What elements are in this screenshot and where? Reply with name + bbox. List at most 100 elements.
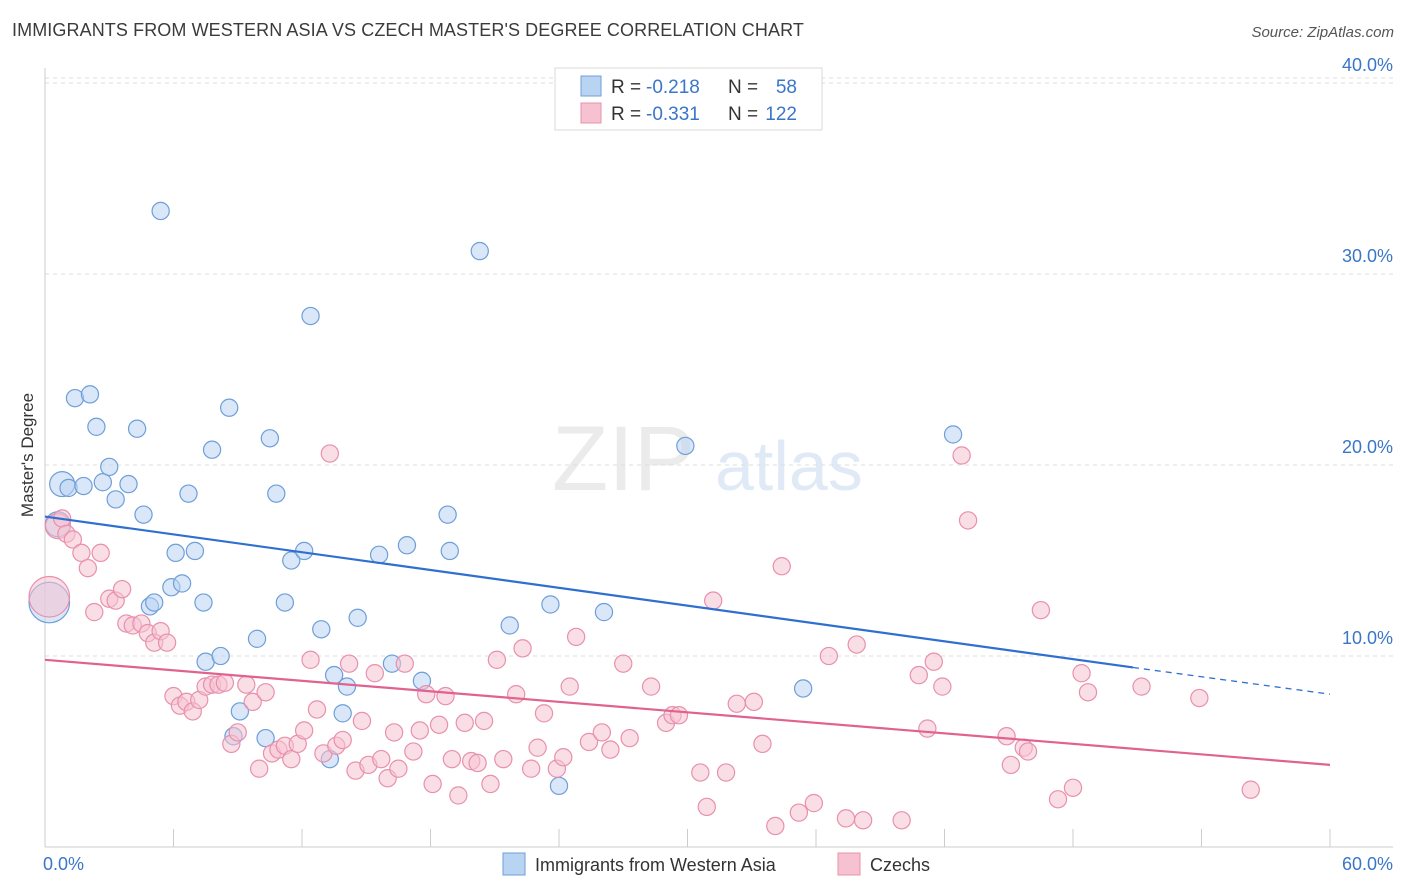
- x-tick-label-max: 60.0%: [1342, 854, 1393, 874]
- point-czechs: [301, 650, 320, 669]
- point-czechs: [819, 646, 839, 666]
- point-czechs: [474, 711, 494, 731]
- legend-n-label-2: N =: [728, 104, 758, 125]
- point-czechs: [249, 759, 269, 778]
- point-western-asia: [194, 593, 213, 612]
- point-western-asia: [301, 306, 320, 326]
- point-czechs: [853, 811, 873, 830]
- point-czechs: [78, 558, 98, 578]
- point-czechs: [933, 677, 952, 696]
- correlation-legend: R = -0.218 N = 58 R = -0.331 N = 122: [554, 67, 823, 131]
- point-czechs: [579, 732, 599, 752]
- point-western-asia: [312, 620, 331, 639]
- point-western-asia: [438, 505, 457, 524]
- chart-title: IMMIGRANTS FROM WESTERN ASIA VS CZECH MA…: [12, 20, 804, 40]
- point-czechs: [601, 740, 620, 759]
- point-western-asia: [676, 436, 695, 456]
- y-axis-title: Master's Degree: [18, 393, 37, 517]
- watermark-zip: ZIP: [552, 408, 695, 510]
- point-czechs: [339, 654, 359, 673]
- point-western-asia: [549, 776, 569, 796]
- point-czechs: [836, 809, 856, 828]
- point-czechs: [1190, 688, 1209, 708]
- point-czechs: [697, 797, 716, 817]
- trend-line-western-asia: [44, 515, 1134, 669]
- point-czechs: [442, 749, 462, 769]
- point-czechs: [28, 575, 71, 618]
- bottom-legend-swatch-blue: [502, 852, 526, 876]
- point-czechs: [256, 683, 275, 702]
- y-tick-label: 30.0%: [1342, 246, 1393, 266]
- point-czechs: [449, 786, 468, 805]
- series-western-asia: [28, 201, 963, 796]
- point-czechs: [436, 686, 455, 706]
- point-czechs: [404, 742, 423, 761]
- legend-swatch-blue: [580, 75, 602, 97]
- bottom-legend-swatch-pink: [837, 852, 861, 876]
- point-czechs: [85, 602, 104, 622]
- point-western-asia: [440, 541, 459, 561]
- point-western-asia: [282, 551, 301, 570]
- point-czechs: [506, 685, 526, 704]
- point-czechs: [237, 675, 256, 694]
- point-czechs: [389, 759, 408, 778]
- legend-r-value-2: -0.331: [646, 104, 700, 125]
- point-western-asia: [256, 728, 275, 748]
- point-czechs: [560, 677, 579, 696]
- point-czechs: [716, 763, 736, 782]
- point-czechs: [72, 543, 91, 563]
- point-czechs: [1078, 683, 1098, 702]
- point-western-asia: [397, 536, 417, 555]
- bottom-legend-label-pink: Czechs: [870, 855, 930, 875]
- trend-lines: [44, 515, 1331, 766]
- point-western-asia: [80, 385, 100, 404]
- point-czechs: [384, 723, 404, 742]
- point-western-asia: [793, 679, 813, 698]
- point-czechs: [534, 704, 554, 723]
- point-western-asia: [275, 593, 295, 612]
- point-western-asia: [145, 593, 164, 612]
- point-czechs: [243, 692, 262, 712]
- point-czechs: [112, 579, 132, 599]
- trend-line-western-asia-extension: [1132, 666, 1331, 695]
- point-western-asia: [267, 484, 286, 503]
- point-western-asia: [106, 490, 125, 509]
- point-czechs: [669, 706, 689, 725]
- point-czechs: [924, 652, 943, 671]
- legend-swatch-pink: [580, 102, 602, 124]
- point-czechs: [753, 734, 772, 754]
- watermark: ZIP atlas: [552, 408, 863, 510]
- point-czechs: [554, 748, 573, 767]
- source-credit: Source: ZipAtlas.com: [1251, 24, 1394, 41]
- point-czechs: [365, 664, 384, 683]
- point-western-asia: [202, 440, 222, 459]
- point-czechs: [641, 677, 661, 696]
- point-czechs: [417, 685, 436, 704]
- legend-r-label-1: R =: [611, 77, 641, 98]
- point-czechs: [395, 654, 414, 673]
- point-czechs: [1072, 664, 1091, 683]
- legend-n-value-1: 58: [776, 77, 797, 98]
- legend-n-value-2: 122: [765, 104, 797, 125]
- point-czechs: [1063, 778, 1083, 797]
- point-western-asia: [211, 646, 230, 666]
- point-czechs: [592, 723, 612, 742]
- x-tick-label-min: 0.0%: [43, 854, 84, 874]
- point-western-asia: [59, 478, 78, 498]
- point-czechs: [566, 627, 586, 647]
- point-czechs: [63, 530, 83, 549]
- point-czechs: [333, 730, 352, 750]
- point-czechs: [1132, 677, 1151, 696]
- point-czechs: [892, 811, 911, 830]
- point-czechs: [228, 723, 247, 742]
- point-czechs: [772, 557, 791, 576]
- point-czechs: [521, 759, 541, 778]
- point-czechs: [704, 591, 723, 610]
- point-western-asia: [166, 543, 185, 563]
- point-czechs: [620, 728, 639, 748]
- point-czechs: [528, 738, 547, 757]
- tick-labels: 10.0% 20.0% 30.0% 40.0% 0.0% 60.0%: [43, 55, 1393, 874]
- point-western-asia: [74, 476, 93, 496]
- point-western-asia: [337, 677, 357, 696]
